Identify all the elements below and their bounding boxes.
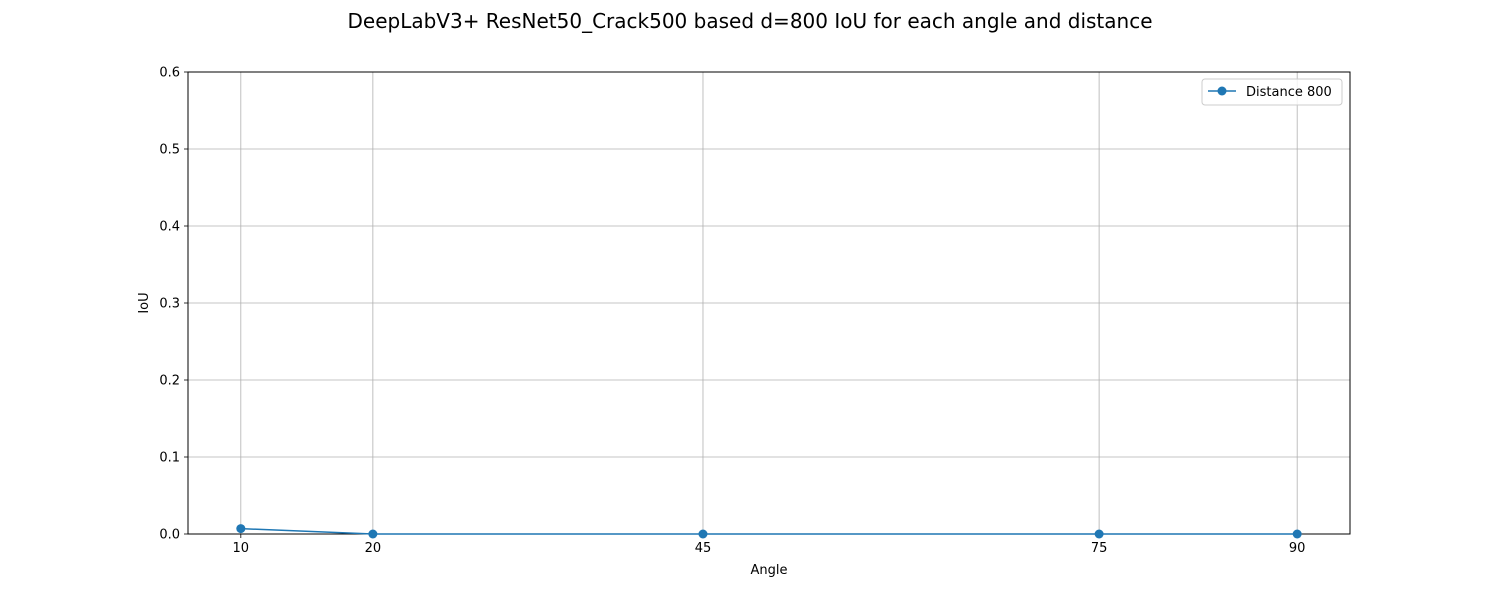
legend-box: [1201, 78, 1343, 106]
data-point-angle-20[interactable]: [368, 529, 378, 539]
x-tick-label: 45: [695, 541, 712, 556]
chart-title: DeepLabV3+ ResNet50_Crack500 based d=800…: [347, 9, 1152, 33]
x-tick-label: 75: [1091, 541, 1108, 556]
x-tick-label: 10: [233, 541, 250, 556]
y-tick-label: 0.0: [159, 528, 180, 543]
data-point-angle-90[interactable]: [1292, 529, 1302, 539]
x-axis-label: Angle: [751, 563, 788, 578]
y-tick-label: 0.3: [159, 297, 180, 312]
y-tick-label: 0.4: [159, 220, 180, 235]
data-point-angle-10[interactable]: [236, 524, 246, 534]
x-tick-label: 90: [1289, 541, 1306, 556]
y-tick-label: 0.2: [159, 374, 180, 389]
x-axis-ticks: 10 20 45 75 90: [233, 534, 1306, 556]
y-tick-label: 0.5: [159, 143, 180, 158]
legend-entry-distance-800: Distance 800: [1246, 85, 1332, 100]
y-axis-ticks: 0.0 0.1 0.2 0.3 0.4 0.5 0.6: [159, 66, 188, 543]
legend[interactable]: Distance 800: [1201, 78, 1343, 106]
y-tick-label: 0.6: [159, 66, 180, 81]
series-layer: [236, 524, 1302, 539]
x-tick-label: 20: [365, 541, 382, 556]
data-point-angle-75[interactable]: [1094, 529, 1104, 539]
grid-lines: [188, 71, 1350, 535]
data-point-angle-45[interactable]: [698, 529, 708, 539]
y-tick-label: 0.1: [159, 451, 180, 466]
y-axis-label: IoU: [137, 292, 152, 313]
legend-series-marker: [1217, 86, 1227, 96]
series-line: [240, 527, 1298, 535]
